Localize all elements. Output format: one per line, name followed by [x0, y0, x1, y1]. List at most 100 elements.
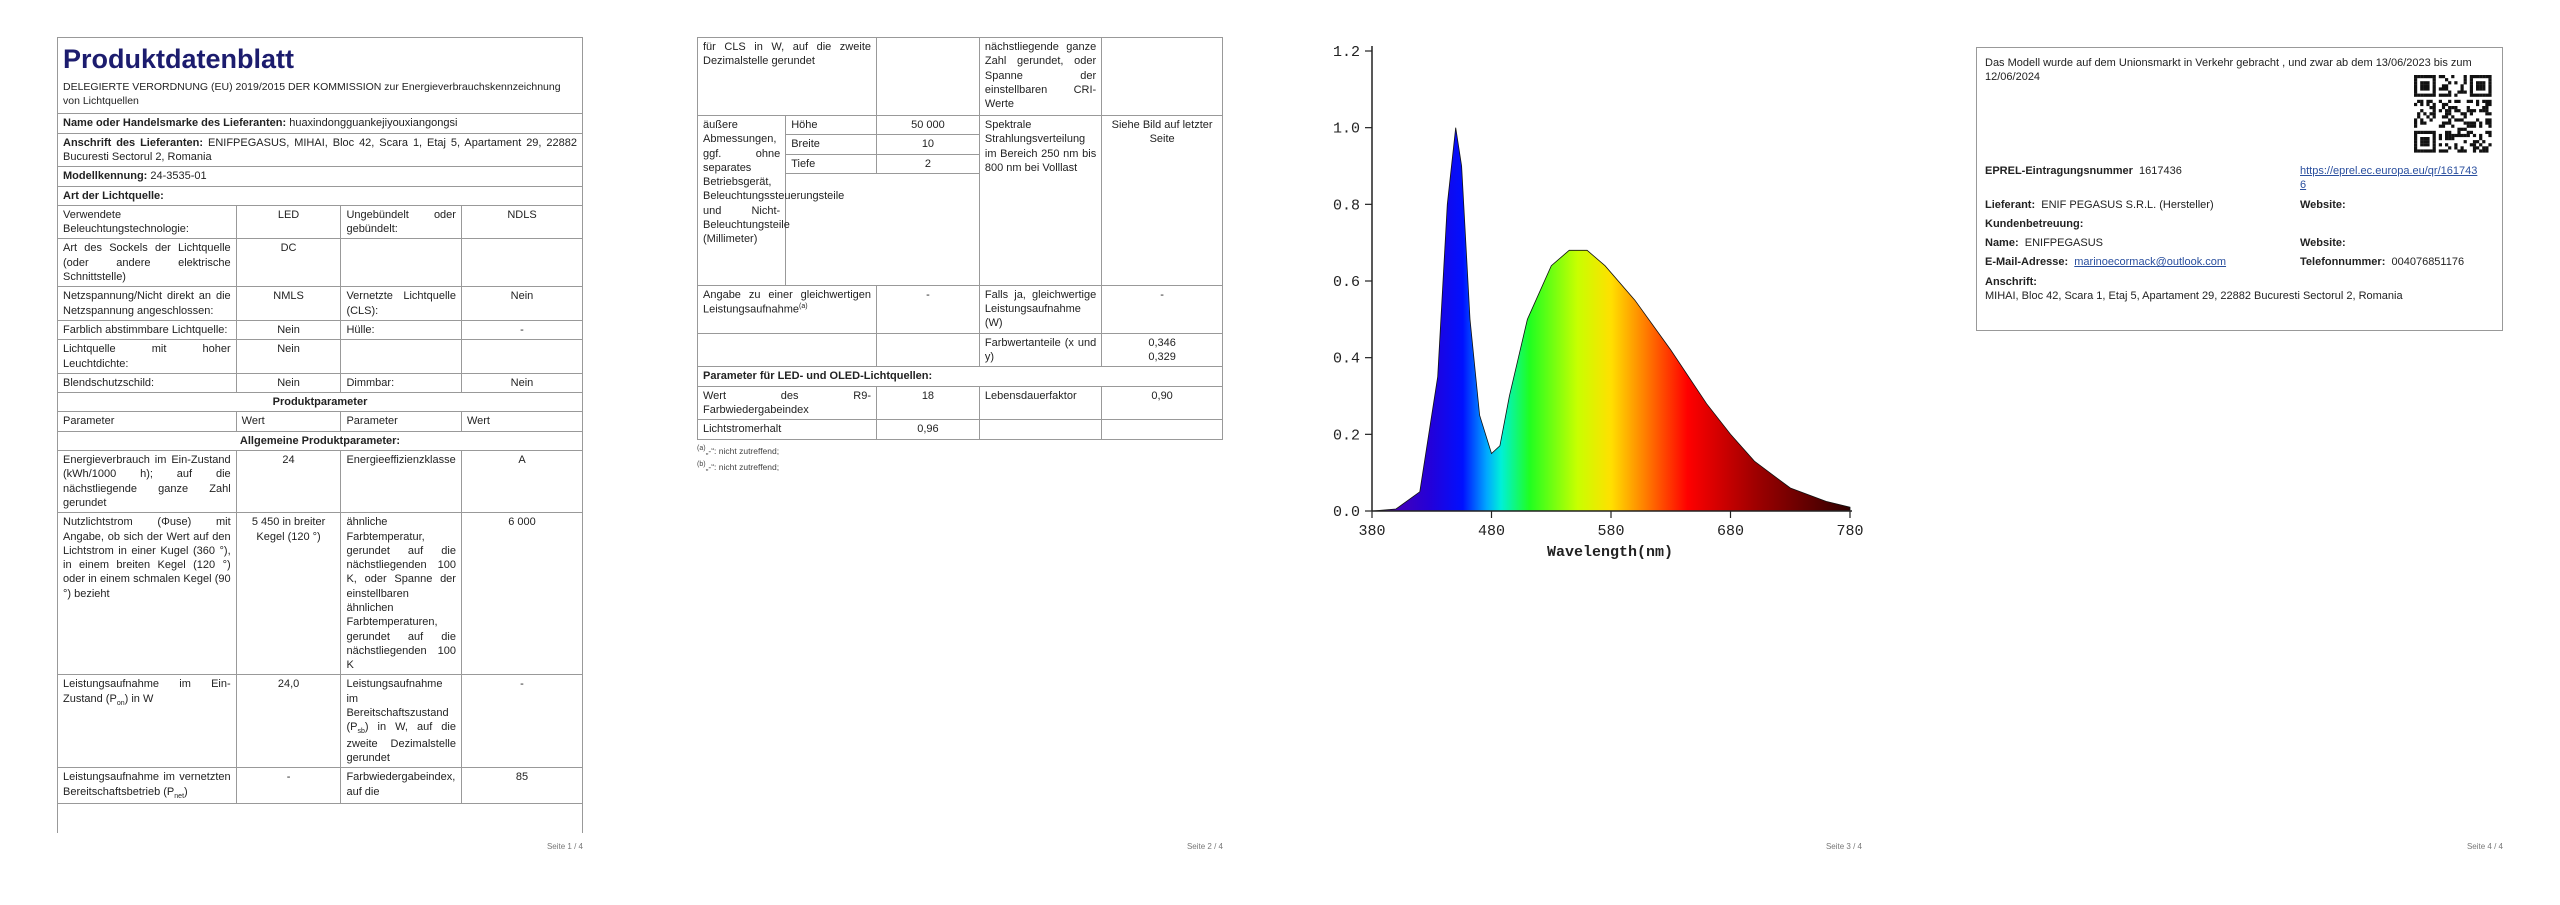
table-row: Modellkennung: 24-3535-01 [58, 166, 582, 187]
script-text: net [174, 792, 185, 800]
qr-module [2457, 109, 2461, 113]
eprel-link[interactable]: https://eprel.ec.europa.eu/qr/1617436 [2300, 165, 2478, 192]
table-cell: Art der Lichtquelle: [58, 185, 582, 206]
column-header: Wert [460, 411, 582, 432]
qr-module [2451, 137, 2455, 141]
qr-module [2432, 75, 2436, 79]
qr-module [2479, 81, 2483, 85]
website-field: Website: [2300, 198, 2495, 212]
table-row: Netzspannung/Nicht direkt an die Netzspa… [58, 286, 582, 321]
qr-module [2414, 130, 2418, 134]
page-number: Seite 1 / 4 [546, 842, 583, 851]
qr-module [2457, 90, 2461, 94]
qr-module [2423, 81, 2427, 85]
qr-module [2460, 84, 2464, 88]
qr-module [2414, 124, 2418, 128]
qr-module [2454, 93, 2458, 97]
text: Leistungsaufnahme im Ein-Zustand (P [63, 678, 231, 705]
text: Leistungsaufnahme im Bereitschaftszustan… [346, 678, 449, 734]
field-label: Lieferant: [1985, 198, 2036, 211]
qr-module [2432, 137, 2436, 141]
qr-module [2448, 81, 2452, 85]
table-cell: Leistungsaufnahme im vernetzten Bereitsc… [58, 767, 237, 804]
qr-module [2448, 130, 2452, 134]
qr-module [2463, 149, 2467, 153]
email-link[interactable]: marinoecormack@outlook.com [2074, 256, 2227, 269]
qr-module [2472, 124, 2477, 128]
table-cell: 18 [876, 385, 980, 421]
table-cell: - [460, 674, 582, 769]
table-cell: Ungebündelt oder gebündelt: [340, 204, 462, 240]
qr-module [2463, 90, 2467, 94]
qr-module [2457, 99, 2461, 103]
qr-module [2476, 99, 2480, 103]
qr-module [2485, 109, 2489, 113]
qr-module [2466, 130, 2470, 134]
field-value: huaxindongguankejiyouxiangongsi [289, 117, 458, 130]
qr-module [2414, 87, 2418, 91]
qr-module [2432, 102, 2436, 107]
x-tick-label: 480 [1478, 523, 1505, 540]
qr-module [2414, 75, 2418, 79]
qr-module [2438, 143, 2442, 147]
qr-module [2420, 87, 2424, 91]
qr-module [2441, 87, 2446, 91]
footnote: (a)„-“: nicht zutreffend; [697, 444, 1223, 457]
qr-module [2482, 146, 2486, 150]
qr-module [2426, 93, 2430, 97]
qr-module [2426, 115, 2430, 119]
qr-module [2463, 115, 2467, 119]
field-value: 1617436 [2139, 165, 2182, 177]
qr-module [2438, 75, 2442, 79]
table-row: Produktparameter [58, 392, 582, 413]
table-row: Allgemeine Produktparameter: [58, 430, 582, 452]
table-row: Lichtstromerhalt 0,96 [697, 419, 1223, 440]
text-line: 0,346 [1148, 336, 1176, 349]
table-cell: NMLS [235, 286, 342, 321]
field-label: EPREL-Eintragungsnummer [1985, 165, 2133, 177]
table-cell: Nein [460, 286, 582, 321]
qr-module [2420, 102, 2424, 107]
table-cell: Angabe zu einer gleichwertigen Leistungs… [697, 284, 877, 334]
qr-module [2469, 78, 2473, 82]
qr-module [2485, 130, 2489, 134]
qr-module [2460, 149, 2464, 153]
qr-module [2479, 84, 2483, 88]
qr-module [2438, 124, 2442, 128]
qr-module [2429, 118, 2433, 122]
qr-module [2463, 112, 2467, 116]
y-tick-label: 0.6 [1333, 274, 1360, 291]
y-tick-label: 0.0 [1333, 504, 1360, 521]
qr-module [2463, 121, 2467, 125]
qr-module [2463, 133, 2467, 138]
qr-module [2426, 75, 2430, 79]
qr-module [2479, 124, 2483, 128]
table-cell: 0,90 [1101, 385, 1223, 421]
table-cell: ähnliche Farbtemperatur, gerundet auf di… [340, 512, 462, 676]
qr-module [2482, 93, 2486, 97]
table-cell: Blendschutzschild: [58, 372, 237, 394]
qr-module [2479, 93, 2483, 97]
qr-module [2438, 99, 2442, 103]
parameter-table: für CLS in W, auf die zweite Dezimalstel… [696, 37, 1223, 440]
qr-module [2448, 133, 2452, 138]
qr-module [2448, 99, 2452, 103]
y-tick-label: 0.8 [1333, 197, 1360, 214]
qr-module [2426, 130, 2430, 134]
qr-module [2454, 118, 2458, 122]
qr-module [2448, 106, 2452, 110]
table-cell: Spektrale Strahlungsverteilung im Bereic… [978, 115, 1103, 286]
qr-module [2469, 93, 2473, 97]
qr-module [2488, 87, 2492, 91]
qr-module [2432, 81, 2436, 85]
table-cell: LED [235, 204, 342, 240]
qr-module [2460, 118, 2464, 122]
table-cell [876, 37, 980, 116]
qr-module [2432, 140, 2436, 144]
qr-module [2482, 75, 2486, 79]
qr-module [2426, 87, 2430, 91]
qr-module [2488, 118, 2492, 122]
table-cell: - [876, 284, 980, 334]
table-row: Parameter für LED- und OLED-Lichtquellen… [697, 366, 1223, 387]
page-1: Produktdatenblatt DELEGIERTE VERORDNUNG (… [57, 37, 583, 833]
